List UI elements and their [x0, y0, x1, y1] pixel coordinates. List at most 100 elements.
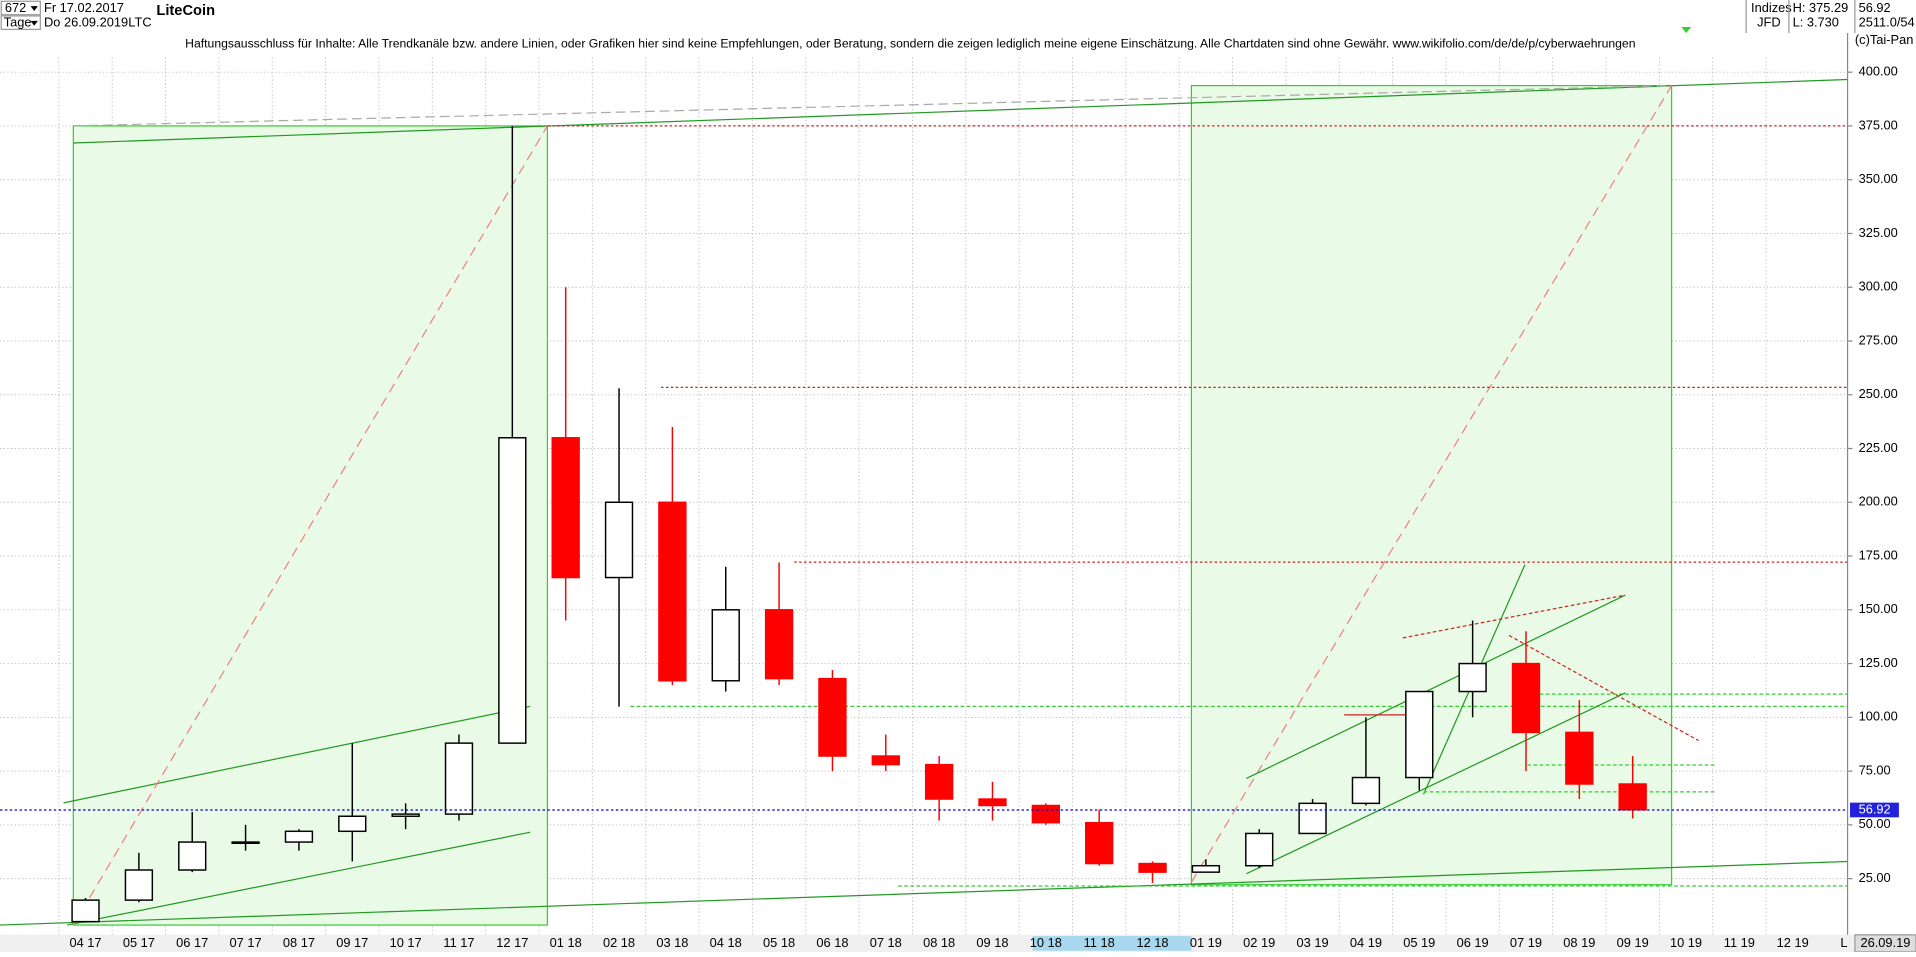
trendline — [0, 860, 1848, 926]
candle-body — [764, 609, 794, 680]
start-date: Fr 17.02.2017 — [44, 0, 124, 15]
candle-body — [711, 609, 740, 682]
dropdown-arrow[interactable] — [30, 20, 38, 26]
count-box[interactable] — [0, 0, 41, 16]
x-tick-label: 08 18 — [923, 935, 955, 950]
date-box-text: 26.09.19 — [1860, 935, 1910, 950]
candle-body — [1565, 731, 1594, 785]
y-tick-label: 400.00 — [1859, 64, 1898, 79]
x-tick-label: 01 18 — [550, 935, 582, 950]
candle-body — [978, 798, 1007, 807]
chart-subtitle: Haftungsausschluss für Inhalte: Alle Tre… — [185, 36, 1635, 50]
y-tick-label: 300.00 — [1859, 279, 1898, 294]
y-tick-label: 150.00 — [1859, 601, 1898, 616]
high-value: H: 375.29 — [1793, 0, 1849, 15]
marker — [1681, 26, 1692, 34]
y-tick-label: 325.00 — [1859, 225, 1898, 240]
candle-body — [498, 437, 527, 744]
exchange-group: Indizes — [1751, 0, 1792, 15]
broker: JFD — [1757, 15, 1781, 30]
x-tick-label: 12 19 — [1777, 935, 1809, 950]
x-tick-label: 11 18 — [1084, 935, 1115, 950]
x-tick-label: 04 17 — [69, 935, 101, 950]
trendline — [73, 84, 1672, 127]
candle-body — [1511, 662, 1541, 734]
y-tick-label: 275.00 — [1859, 332, 1898, 347]
x-tick-label: 03 18 — [656, 935, 688, 950]
candle-body — [1458, 662, 1487, 693]
x-tick-label: 12 17 — [496, 935, 528, 950]
x-tick-label: 06 17 — [176, 935, 208, 950]
symbol: LTC — [128, 15, 151, 30]
scale-mode: L — [1840, 935, 1847, 950]
y-tick-label: 75.00 — [1859, 762, 1891, 777]
candle-body — [444, 742, 474, 815]
dropdown-arrow[interactable] — [30, 6, 38, 12]
x-tick-label: 06 18 — [816, 935, 848, 950]
y-tick-label: 350.00 — [1859, 171, 1898, 186]
x-tick-label: 05 19 — [1403, 935, 1435, 950]
candle-body — [1085, 821, 1114, 865]
end-date: Do 26.09.2019 — [44, 15, 128, 30]
x-tick-label: 07 19 — [1510, 935, 1542, 950]
trendline — [1246, 594, 1626, 779]
candle-body — [284, 830, 314, 843]
y-tick-label: 125.00 — [1859, 655, 1898, 670]
x-tick-label: 11 17 — [443, 935, 474, 950]
unit-box[interactable] — [0, 15, 41, 30]
fib-diagonal — [1190, 85, 1673, 883]
x-tick-label: 02 18 — [603, 935, 635, 950]
count[interactable]: 672 — [5, 0, 26, 15]
x-tick-label: 06 19 — [1457, 935, 1489, 950]
x-tick-label: 04 19 — [1350, 935, 1382, 950]
candle-body — [1245, 832, 1274, 867]
candle-body — [1351, 776, 1381, 805]
candle-body — [1031, 804, 1061, 824]
candle-body — [391, 813, 420, 817]
y-tick-label: 375.00 — [1859, 117, 1898, 132]
y-tick-label: 175.00 — [1859, 547, 1898, 562]
last-price-label: 56.92 — [1859, 801, 1891, 816]
candle-body — [871, 755, 900, 766]
x-tick-label: 03 19 — [1297, 935, 1329, 950]
y-tick-label: 225.00 — [1859, 440, 1898, 455]
x-tick-label: 08 17 — [283, 935, 315, 950]
candle-body — [1191, 864, 1221, 873]
candle-body — [231, 841, 260, 845]
x-axis-highlight — [1032, 936, 1192, 951]
candle-body — [1405, 690, 1434, 779]
x-tick-label: 01 19 — [1190, 935, 1222, 950]
x-axis-band — [0, 934, 1916, 952]
x-tick-label: 05 18 — [763, 935, 795, 950]
x-tick-label: 04 18 — [710, 935, 742, 950]
x-tick-label: 05 17 — [123, 935, 155, 950]
x-tick-label: 10 17 — [390, 935, 422, 950]
x-tick-label: 10 18 — [1030, 935, 1062, 950]
y-tick-label: 200.00 — [1859, 494, 1898, 509]
trendline — [1402, 594, 1626, 639]
y-tick-label: 250.00 — [1859, 386, 1898, 401]
candle-body — [924, 763, 954, 800]
candle-body — [338, 815, 367, 833]
header-bg — [0, 0, 1916, 34]
info: 2511.0/54 — [1859, 15, 1915, 30]
x-tick-label: 07 18 — [870, 935, 902, 950]
chart-title: LiteCoin — [156, 3, 215, 19]
trendline — [67, 831, 531, 926]
trendline — [1508, 634, 1699, 742]
x-tick-label: 07 17 — [230, 935, 262, 950]
candle-body — [1298, 802, 1327, 835]
x-tick-label: 08 19 — [1563, 935, 1595, 950]
last-value: 56.92 — [1859, 0, 1891, 15]
x-tick-label: 09 19 — [1617, 935, 1649, 950]
fib-diagonal — [72, 125, 548, 926]
unit[interactable]: Tage — [4, 15, 32, 30]
candle-body — [1618, 783, 1647, 811]
x-tick-label: 12 18 — [1136, 935, 1168, 950]
candle-body — [1138, 862, 1167, 873]
candle-body — [551, 437, 580, 579]
candle-body — [71, 899, 100, 923]
trendline — [63, 705, 531, 804]
trendlines — [0, 78, 1848, 926]
